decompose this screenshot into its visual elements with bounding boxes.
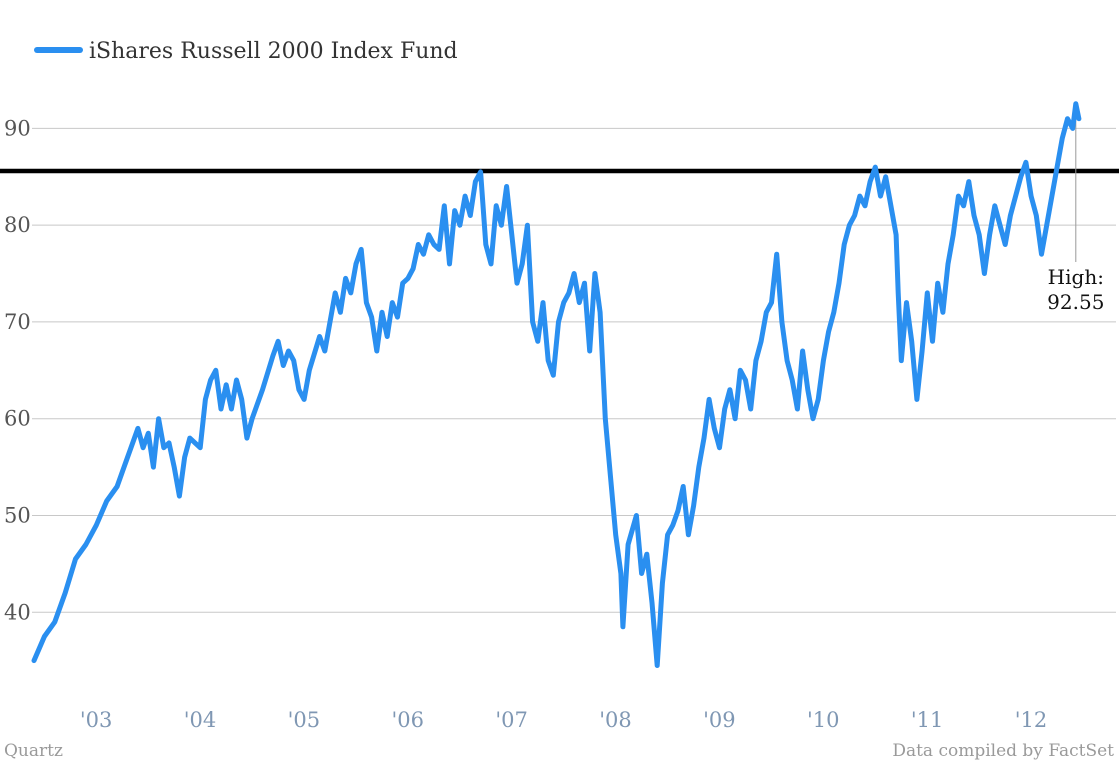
- x-tick-label: '03: [80, 708, 113, 732]
- source-credit-right: Data compiled by FactSet: [892, 741, 1114, 761]
- y-axis-ticks: 40 50 60 70 80 90: [4, 116, 31, 624]
- x-tick-label: '08: [599, 708, 632, 732]
- x-tick-label: '10: [807, 708, 840, 732]
- x-tick-label: '12: [1015, 708, 1048, 732]
- legend: iShares Russell 2000 Index Fund: [34, 39, 458, 64]
- legend-label: iShares Russell 2000 Index Fund: [89, 39, 458, 64]
- gridlines: [32, 127, 1116, 613]
- y-tick-label: 70: [4, 310, 31, 334]
- y-tick-label: 90: [4, 116, 31, 140]
- source-credit-left: Quartz: [4, 741, 63, 761]
- x-axis-ticks: '03 '04 '05 '06 '07 '08 '09 '10 '11 '12: [80, 708, 1047, 732]
- x-tick-label: '05: [288, 708, 321, 732]
- x-tick-label: '06: [392, 708, 425, 732]
- y-tick-label: 60: [4, 407, 31, 431]
- x-tick-label: '09: [703, 708, 736, 732]
- y-tick-label: 80: [4, 213, 31, 237]
- annotation-value-high: 92.55: [1047, 290, 1104, 314]
- x-tick-label: '07: [495, 708, 528, 732]
- y-tick-label: 40: [4, 600, 31, 624]
- series-line: [31, 101, 1082, 668]
- x-tick-label: '11: [911, 708, 944, 732]
- y-tick-label: 50: [4, 503, 31, 527]
- high-annotation: High: 92.55: [1047, 265, 1104, 314]
- x-tick-label: '04: [184, 708, 217, 732]
- annotation-label-high: High:: [1048, 265, 1104, 289]
